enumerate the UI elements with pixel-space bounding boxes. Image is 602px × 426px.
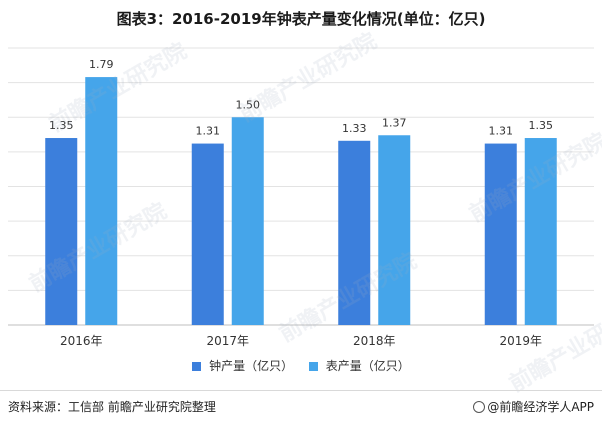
value-labels: 1.35 1.79 1.31 1.50 1.33 1.37 1.31 1.35 <box>49 58 553 137</box>
bar-value-label: 1.79 <box>89 58 114 71</box>
chart-title: 图表3：2016-2019年钟表产量变化情况(单位：亿只) <box>116 10 486 28</box>
legend-swatch <box>308 362 318 371</box>
legend-item-clocks: 钟产量（亿只） <box>192 357 293 374</box>
bar-watches <box>524 138 557 325</box>
source-note: 资料来源：工信部 前瞻产业研究院整理 <box>8 400 216 414</box>
x-tick-label: 2016年 <box>60 334 103 348</box>
legend-label: 表产量（亿只） <box>325 359 410 373</box>
brand-text: @前瞻经济学人APP <box>487 400 594 414</box>
x-tick-label: 2018年 <box>353 334 396 348</box>
bar-clocks <box>45 138 78 325</box>
bar-clocks <box>338 140 371 325</box>
x-tick-labels: 2016年 2017年 2018年 2019年 <box>60 334 542 348</box>
bar-value-label: 1.33 <box>342 122 367 135</box>
bar-value-label: 1.37 <box>382 116 407 129</box>
brand-credit: @前瞻经济学人APP <box>473 398 594 415</box>
bar-watches <box>85 77 118 326</box>
x-tick-label: 2019年 <box>499 334 542 348</box>
legend: 钟产量（亿只） 表产量（亿只） <box>0 357 602 374</box>
bar-clocks <box>484 143 517 325</box>
bar-value-label: 1.31 <box>489 125 514 138</box>
legend-item-watches: 表产量（亿只） <box>308 357 410 374</box>
x-tick-label: 2017年 <box>206 334 249 348</box>
brand-icon <box>473 401 486 413</box>
bar-value-label: 1.35 <box>529 119 554 132</box>
bar-watches <box>231 117 264 325</box>
footer-divider <box>0 390 602 391</box>
bar-watches <box>378 135 411 325</box>
bars <box>45 77 557 326</box>
legend-swatch <box>192 362 202 371</box>
bar-value-label: 1.31 <box>196 125 221 138</box>
bar-value-label: 1.50 <box>236 98 261 111</box>
bar-value-label: 1.35 <box>49 119 74 132</box>
bar-clocks <box>191 143 224 325</box>
legend-label: 钟产量（亿只） <box>209 359 294 373</box>
